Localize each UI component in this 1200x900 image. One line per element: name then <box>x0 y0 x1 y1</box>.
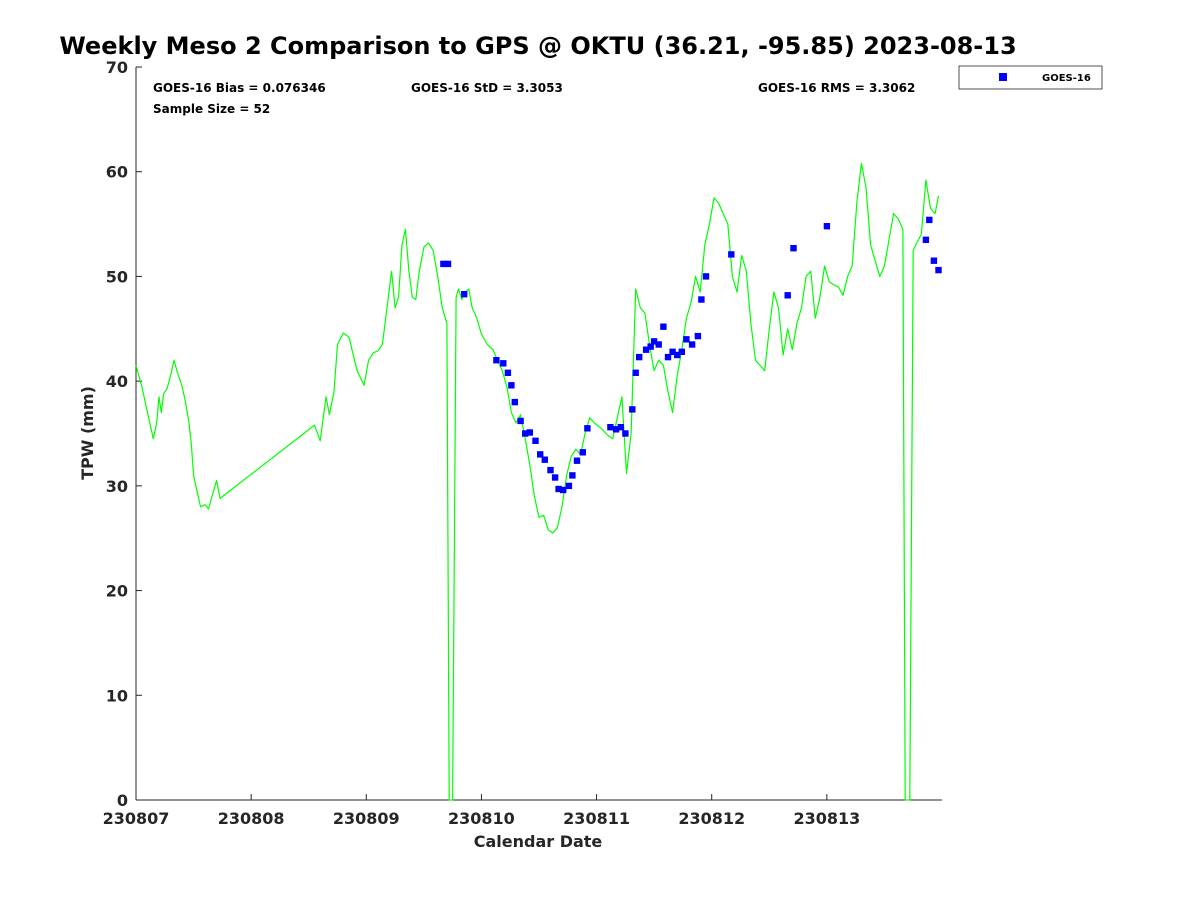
x-tick-label: 230810 <box>448 809 515 828</box>
goes16-point <box>504 369 512 376</box>
legend-label-goes16: GOES-16 <box>1042 73 1091 84</box>
goes16-point <box>935 266 942 274</box>
goes16-point <box>655 341 662 348</box>
gps-tpw-line <box>135 162 940 801</box>
y-tick-label: 60 <box>106 163 128 182</box>
goes16-point <box>508 382 515 389</box>
goes16-point <box>823 223 831 230</box>
series-layer <box>135 162 942 801</box>
goes16-point <box>493 357 500 364</box>
goes16-point <box>541 456 548 463</box>
goes16-point <box>526 429 533 436</box>
goes16-point <box>664 353 672 361</box>
goes16-point <box>784 292 791 299</box>
goes16-point <box>647 343 654 350</box>
x-tick-label: 230808 <box>218 809 285 828</box>
goes16-point <box>617 424 624 431</box>
plot-area <box>135 67 942 801</box>
x-tick-label: 230811 <box>563 809 630 828</box>
goes16-point <box>922 236 930 243</box>
x-ticks: 230807 230808 230809 230810 230811 230812 2308… <box>103 794 860 828</box>
goes16-point <box>688 341 696 348</box>
y-tick-label: 70 <box>106 58 128 77</box>
chart-title: Weekly Meso 2 Comparison to GPS @ OKTU (… <box>59 32 1016 60</box>
goes16-point <box>694 332 702 340</box>
goes16-point <box>444 260 452 268</box>
goes16-point <box>551 474 559 481</box>
goes16-point <box>650 338 658 345</box>
std-stat: GOES-16 StD = 3.3053 <box>411 81 563 95</box>
goes16-point <box>660 323 667 330</box>
goes16-point <box>669 348 676 355</box>
y-tick-label: 30 <box>106 477 128 496</box>
rms-stat: GOES-16 RMS = 3.3062 <box>758 81 915 95</box>
goes16-point <box>790 245 797 252</box>
goes16-point <box>632 369 639 376</box>
y-tick-label: 20 <box>106 582 128 601</box>
goes16-point <box>926 216 933 224</box>
goes16-point <box>702 273 710 280</box>
goes16-point <box>607 424 614 431</box>
goes16-point <box>532 437 539 444</box>
goes16-point <box>461 291 468 298</box>
goes16-point <box>674 351 681 359</box>
x-tick-label: 230807 <box>103 809 170 828</box>
goes16-point <box>622 430 629 437</box>
goes16-point <box>636 353 643 361</box>
goes16-point <box>678 348 685 355</box>
goes16-point <box>569 472 576 479</box>
x-tick-label: 230809 <box>333 809 400 828</box>
goes16-point <box>642 346 650 353</box>
y-tick-label: 40 <box>106 372 128 391</box>
goes16-point <box>728 251 735 258</box>
y-ticks: 0 10 20 30 40 50 60 70 <box>106 58 142 810</box>
goes16-point <box>629 406 636 413</box>
legend-box <box>958 65 1103 90</box>
goes16-point <box>565 482 573 490</box>
goes16-point <box>584 425 591 432</box>
goes16-point <box>517 417 524 425</box>
goes16-point <box>537 451 544 458</box>
goes16-point <box>560 486 567 494</box>
goes16-point <box>698 296 705 303</box>
y-tick-label: 50 <box>106 267 128 286</box>
legend-marker-goes16 <box>999 73 1007 81</box>
y-tick-label: 10 <box>106 686 128 705</box>
plot-background <box>136 67 942 800</box>
y-axis-label: TPW (mm) <box>78 386 97 480</box>
legend: GOES-16 <box>958 65 1103 90</box>
goes16-point <box>573 457 581 464</box>
goes16-point <box>555 485 562 493</box>
goes16-point <box>683 336 690 343</box>
sample-size-stat: Sample Size = 52 <box>153 102 270 116</box>
x-tick-label: 230812 <box>678 809 745 828</box>
goes16-point <box>500 360 507 367</box>
goes16-point <box>930 257 938 264</box>
goes16-point <box>547 466 554 474</box>
bias-stat: GOES-16 Bias = 0.076346 <box>153 81 326 95</box>
y-tick-label: 0 <box>117 791 128 810</box>
goes16-point <box>612 426 620 433</box>
goes16-point <box>522 430 529 437</box>
x-tick-label: 230813 <box>793 809 860 828</box>
goes16-point <box>579 449 586 456</box>
goes16-point <box>440 260 447 268</box>
x-axis-label: Calendar Date <box>474 832 603 851</box>
goes16-point <box>511 398 518 406</box>
